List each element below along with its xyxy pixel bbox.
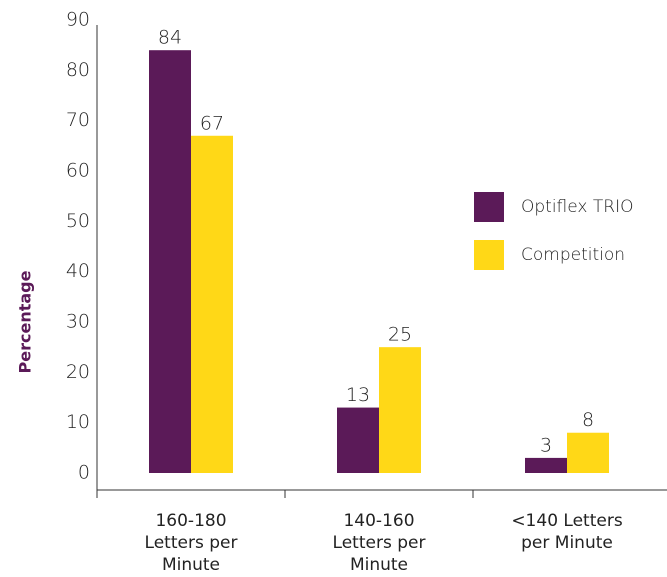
y-tick-label: 0 xyxy=(78,462,90,484)
legend-label: Optiflex TRIO xyxy=(521,197,633,217)
y-tick-label: 70 xyxy=(66,109,90,131)
data-label: 3 xyxy=(540,434,552,456)
bar xyxy=(567,432,609,473)
y-tick-label: 20 xyxy=(66,361,90,383)
x-tick-label: 160-180 Letters per Minute xyxy=(144,511,238,575)
x-tick-label: 140-160 Letters per Minute xyxy=(332,511,426,575)
bar xyxy=(379,347,421,473)
y-tick-label: 90 xyxy=(66,9,90,31)
y-tick-label: 50 xyxy=(66,210,90,232)
legend-label: Competition xyxy=(521,245,625,265)
y-tick-label: 10 xyxy=(66,411,90,433)
y-tick-label: 80 xyxy=(66,59,90,81)
data-label: 8 xyxy=(582,409,594,431)
legend-swatch xyxy=(474,192,504,222)
legend-swatch xyxy=(474,240,504,270)
data-label: 84 xyxy=(158,27,182,49)
y-axis-label: Percentage xyxy=(16,270,35,373)
y-tick-label: 40 xyxy=(66,260,90,282)
data-label: 13 xyxy=(346,384,370,406)
bar xyxy=(525,457,567,473)
bar xyxy=(191,135,233,473)
bar xyxy=(337,407,379,473)
data-label: 25 xyxy=(388,324,412,346)
bar xyxy=(149,50,191,473)
data-label: 67 xyxy=(200,112,224,134)
x-tick-label: <140 Letters per Minute xyxy=(511,511,623,553)
y-tick-label: 60 xyxy=(66,160,90,182)
y-tick-label: 30 xyxy=(66,311,90,333)
